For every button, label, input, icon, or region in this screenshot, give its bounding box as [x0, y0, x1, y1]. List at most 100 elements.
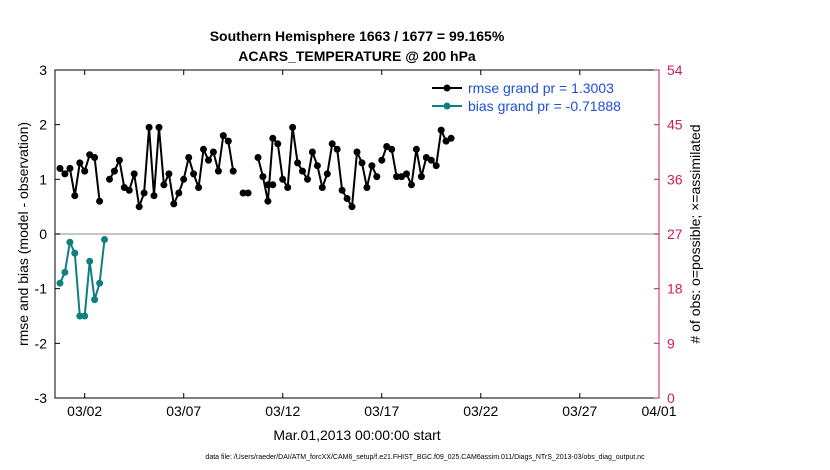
legend-rmse-marker: [443, 84, 451, 92]
y2-tick-label: 27: [667, 226, 683, 242]
rmse-point: [358, 159, 366, 167]
rmse-point: [403, 170, 410, 178]
y-tick-label: 3: [39, 62, 47, 78]
rmse-point: [408, 181, 415, 189]
y2-tick-label: 18: [667, 281, 683, 297]
y-axis-label: rmse and bias (model - observation): [15, 122, 31, 346]
chart-title-line2: ACARS_TEMPERATURE @ 200 hPa: [238, 48, 476, 64]
rmse-point: [110, 167, 118, 175]
rmse-point: [417, 173, 425, 181]
rmse-point: [239, 189, 247, 197]
rmse-point: [214, 167, 222, 175]
rmse-point: [294, 159, 302, 167]
rmse-point: [437, 126, 445, 134]
x-axis-label: Mar.01,2013 00:00:00 start: [273, 427, 440, 443]
rmse-point: [388, 145, 396, 153]
y2-axis-label: # of obs: o=possible; ×=assimilated: [687, 124, 703, 343]
rmse-point: [150, 192, 158, 200]
legend-bias-label: bias grand pr = -0.71888: [468, 98, 621, 114]
rmse-point: [170, 200, 178, 208]
rmse-point: [269, 134, 277, 142]
rmse-point: [135, 203, 143, 211]
rmse-point: [165, 170, 173, 178]
rmse-point: [106, 175, 113, 183]
rmse-point: [284, 184, 292, 191]
bias-point: [71, 249, 79, 257]
y2-tick-label: 45: [667, 117, 683, 133]
y-tick-label: 0: [39, 226, 47, 242]
bias-point: [66, 238, 74, 246]
x-tick-label: 03/17: [364, 403, 399, 419]
rmse-point: [447, 134, 455, 142]
rmse-point: [180, 175, 188, 183]
rmse-point: [412, 145, 420, 153]
rmse-point: [209, 148, 217, 156]
rmse-point: [313, 162, 321, 170]
rmse-point: [323, 170, 331, 178]
rmse-point: [269, 181, 277, 189]
x-tick-label: 03/07: [166, 403, 201, 419]
rmse-point: [318, 184, 326, 191]
legend-rmse-label: rmse grand pr = 1.3003: [468, 80, 614, 96]
rmse-point: [200, 145, 207, 153]
rmse-point: [343, 195, 351, 202]
footnote: data file: /Users/raeder/DAI/ATM_forcXX/…: [205, 454, 645, 461]
rmse-point: [130, 170, 138, 178]
bias-point: [61, 268, 69, 276]
rmse-point: [259, 173, 267, 181]
legend-bias-marker: [443, 102, 451, 110]
rmse-point: [373, 173, 381, 181]
rmse-point: [244, 189, 252, 197]
rmse-point: [304, 175, 311, 183]
rmse-point: [427, 156, 435, 164]
rmse-point: [308, 148, 316, 156]
rmse-point: [195, 184, 203, 191]
rmse-point: [348, 203, 356, 211]
y2-tick-label: 9: [667, 335, 675, 351]
x-tick-label: 04/01: [641, 403, 676, 419]
rmse-point: [274, 140, 282, 148]
y-tick-label: -3: [35, 390, 48, 406]
y-tick-label: -2: [35, 335, 48, 351]
rmse-point: [299, 167, 306, 175]
y2-tick-label: 0: [667, 390, 675, 406]
bias-point: [96, 279, 104, 287]
rmse-point: [61, 170, 69, 178]
x-tick-label: 03/02: [67, 403, 102, 419]
rmse-point: [289, 123, 297, 131]
x-tick-label: 03/12: [265, 403, 300, 419]
rmse-point: [353, 148, 361, 156]
rmse-point: [333, 145, 341, 153]
rmse-point: [338, 186, 346, 194]
rmse-point: [125, 186, 133, 194]
legend: rmse grand pr = 1.3003 bias grand pr = -…: [432, 80, 621, 114]
bias-point: [81, 312, 89, 320]
y-tick-label: 2: [39, 117, 47, 133]
rmse-point: [393, 173, 401, 181]
rmse-point: [190, 170, 198, 178]
x-tick-label: 03/22: [463, 403, 498, 419]
rmse-point: [175, 189, 183, 197]
chart-title-line1: Southern Hemisphere 1663 / 1677 = 99.165…: [210, 28, 505, 44]
x-tick-label: 03/27: [562, 403, 597, 419]
rmse-point: [76, 159, 84, 167]
rmse-point: [279, 175, 287, 183]
rmse-point: [254, 154, 262, 161]
rmse-point: [185, 154, 193, 161]
rmse-point: [264, 181, 272, 189]
rmse-point: [432, 162, 440, 170]
rmse-point: [229, 167, 237, 175]
rmse-point: [219, 132, 227, 140]
rmse-point: [328, 140, 336, 148]
rmse-point: [205, 156, 212, 164]
rmse-point: [56, 164, 64, 172]
rmse-point: [71, 192, 79, 200]
rmse-point: [368, 162, 376, 170]
rmse-point: [91, 154, 99, 161]
y2-tick-label: 54: [667, 62, 683, 78]
rmse-point: [378, 156, 386, 164]
rmse-point: [66, 164, 74, 172]
rmse-point: [155, 123, 163, 131]
rmse-point: [145, 123, 153, 131]
rmse-point: [115, 156, 123, 164]
